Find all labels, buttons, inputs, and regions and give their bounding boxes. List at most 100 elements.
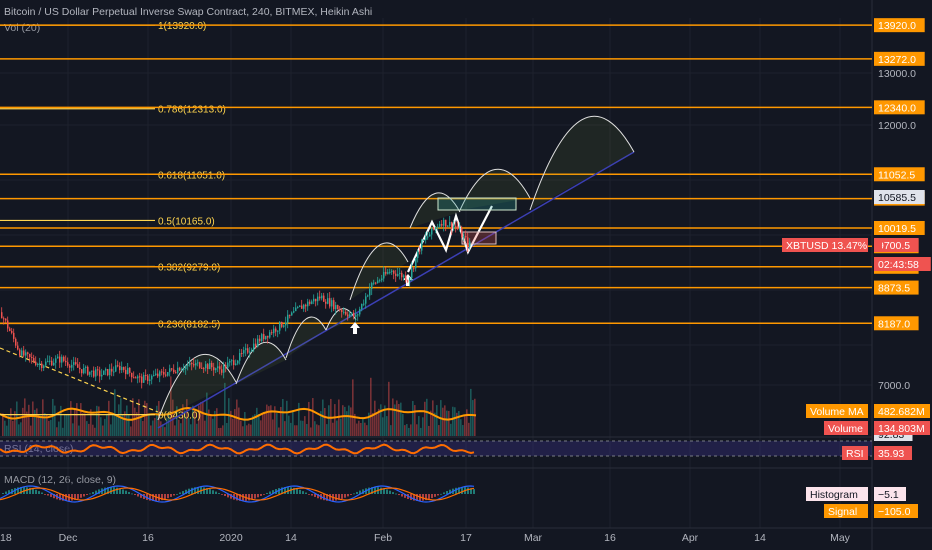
candle-body — [307, 301, 309, 307]
volume-bar — [70, 401, 72, 436]
volume-bar — [320, 411, 322, 436]
candle-body — [231, 360, 233, 362]
candle-body — [393, 270, 395, 274]
volume-bar — [474, 398, 476, 436]
macd-histogram-bar — [272, 490, 274, 494]
macd-histogram-value-bg — [874, 487, 906, 501]
candle-body — [95, 369, 97, 377]
candle-body — [141, 376, 143, 383]
candle-body — [29, 353, 31, 358]
volume-bar — [336, 420, 338, 436]
countdown-tag: 02:43:58 — [878, 259, 919, 271]
candle-body — [97, 369, 99, 371]
volume-bar — [190, 424, 192, 436]
macd-histogram-bar — [389, 490, 391, 494]
candle-body — [131, 372, 133, 378]
candle-body — [359, 309, 361, 315]
macd-histogram-bar — [467, 487, 469, 494]
candle-body — [81, 369, 83, 374]
volume-bar — [218, 427, 220, 436]
macd-indicator-label[interactable]: MACD (12, 26, close, 9) — [4, 474, 117, 486]
fib-level-label: 1(13920.0) — [158, 21, 206, 32]
target-box — [437, 197, 517, 211]
volume-bar — [248, 423, 250, 436]
candle-body — [335, 305, 337, 310]
volume-bar — [394, 404, 396, 436]
volume-bar — [342, 405, 344, 436]
candle-body — [125, 369, 127, 375]
volume-bar — [438, 425, 440, 436]
candle-body — [17, 345, 19, 350]
volume-bar — [456, 412, 458, 436]
volume-bar — [374, 400, 376, 436]
volume-bar — [220, 427, 222, 436]
volume-bar — [462, 425, 464, 436]
candle-body — [85, 366, 87, 368]
macd-histogram-bar — [17, 487, 19, 494]
volume-bar — [92, 424, 94, 436]
volume-bar — [12, 420, 14, 436]
volume-bar — [242, 426, 244, 436]
candle-body — [211, 362, 213, 368]
candle-body — [19, 349, 21, 356]
volume-bar — [432, 400, 434, 436]
candle-body — [383, 271, 385, 279]
macd-histogram-bar — [179, 492, 181, 494]
countdown-tag-bg — [874, 257, 931, 271]
volume-bar — [126, 405, 128, 436]
candle-body — [55, 358, 57, 363]
candle-body — [49, 360, 51, 362]
macd-histogram-bar — [8, 490, 10, 494]
candle-body — [23, 350, 25, 356]
candle-body — [409, 277, 411, 281]
candle-body — [225, 364, 227, 369]
candle-body — [77, 364, 79, 368]
candle-body — [279, 321, 281, 331]
candle-body — [15, 338, 17, 346]
volume-bar — [98, 406, 100, 436]
candle-body — [275, 328, 277, 332]
volume-bar — [150, 425, 152, 436]
macd-histogram-bar — [404, 494, 406, 498]
volume-bar — [222, 425, 224, 436]
volume-bar — [36, 408, 38, 436]
volume-bar — [266, 404, 268, 436]
candle-body — [165, 374, 167, 376]
projection-arc — [529, 115, 635, 211]
volume-label: Volume — [828, 423, 863, 435]
volume-bar — [204, 420, 206, 436]
volume-bar — [174, 425, 176, 436]
macd-histogram-bar — [47, 494, 49, 496]
candle-body — [111, 368, 113, 372]
candle-body — [227, 362, 229, 369]
candle-body — [429, 234, 431, 237]
level-price-tag: 13272.0 — [878, 54, 916, 66]
time-tick-label: Feb — [374, 532, 392, 544]
candle-body — [191, 362, 193, 365]
volume-bar — [430, 410, 432, 436]
macd-histogram-bar — [347, 494, 349, 497]
rsi-line — [0, 443, 475, 455]
volume-bar — [426, 398, 428, 436]
candle-body — [301, 305, 303, 309]
volume-bar — [276, 413, 278, 436]
macd-histogram-bar — [329, 494, 331, 501]
volume-bar — [250, 424, 252, 436]
volume-bar — [314, 421, 316, 436]
volume-bar — [22, 407, 24, 436]
candle-body — [267, 335, 269, 338]
time-tick-label: May — [830, 532, 851, 544]
candle-body — [51, 360, 53, 366]
candle-body — [21, 350, 23, 356]
candle-body — [135, 377, 137, 379]
macd-histogram-bar — [41, 492, 43, 494]
candle-body — [129, 367, 131, 373]
volume-bar — [74, 408, 76, 436]
level-price-tag-bg — [874, 100, 925, 115]
candle-body — [143, 375, 145, 383]
volume-bar — [18, 424, 20, 436]
candle-body — [323, 295, 325, 302]
macd-histogram-bar — [302, 491, 304, 494]
volume-bar — [390, 425, 392, 436]
